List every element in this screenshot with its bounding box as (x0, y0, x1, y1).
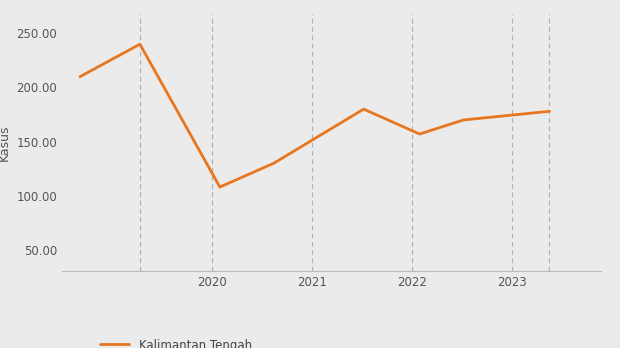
Kalimantan Tengah (416, 132, 423, 136)
Kalimantan Tengah (76, 74, 84, 79)
Kalimantan Tengah (216, 185, 224, 189)
Line: Kalimantan Tengah: Kalimantan Tengah (80, 44, 549, 187)
Kalimantan Tengah (460, 118, 467, 122)
Kalimantan Tengah (546, 109, 553, 113)
Kalimantan Tengah (360, 107, 368, 111)
Y-axis label: Kasus: Kasus (0, 125, 11, 161)
Kalimantan Tengah (136, 42, 144, 46)
Legend: Kalimantan Tengah: Kalimantan Tengah (95, 334, 257, 348)
Kalimantan Tengah (270, 161, 278, 165)
